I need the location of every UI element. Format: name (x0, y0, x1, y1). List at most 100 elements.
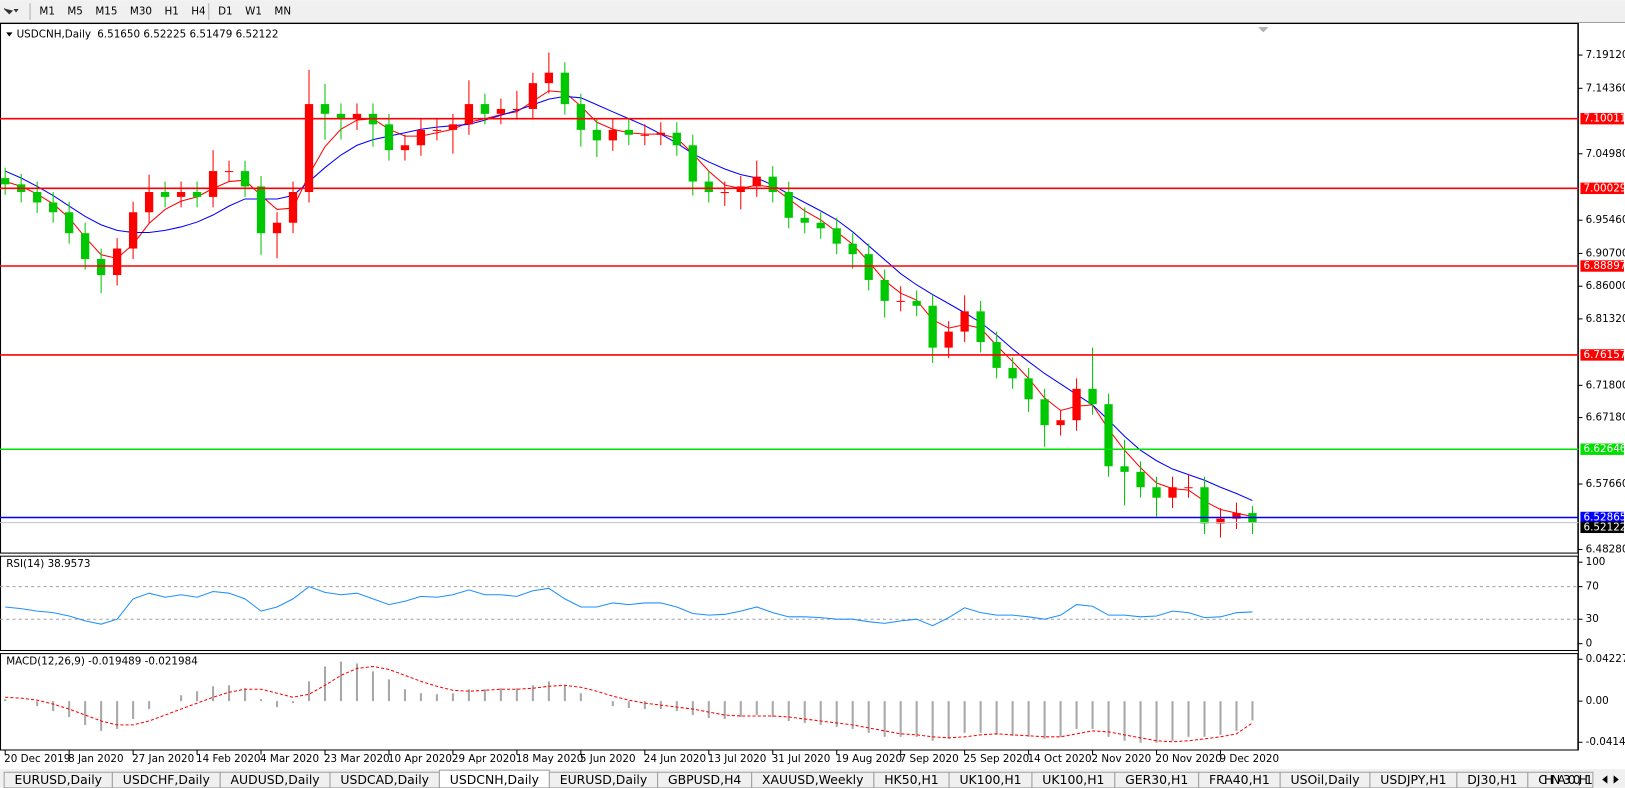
x-tick-label: 14 Feb 2020 (196, 753, 260, 765)
candle-body (192, 192, 202, 197)
candle-body (976, 311, 985, 343)
collapse-icon (6, 32, 13, 37)
candle-body (640, 134, 649, 136)
y-tick-label: 100 (1586, 556, 1606, 568)
x-tick-label: 20 Dec 2019 (4, 753, 70, 765)
y-tick-label: 6.57660 (1586, 478, 1625, 490)
timeframe-button[interactable]: H4 (191, 6, 206, 18)
candle-body (1216, 518, 1225, 524)
candle-body (1040, 399, 1049, 426)
y-tick-label: 7.04980 (1586, 148, 1625, 160)
tab-label[interactable]: USDJPY,H1 (1380, 772, 1446, 787)
level-label: 6.62646 (1584, 443, 1625, 455)
candle-body (288, 192, 298, 223)
candle-body (1104, 404, 1113, 467)
indicator-title: MACD(12,26,9) -0.019489 -0.021984 (6, 655, 198, 667)
timeframe-button[interactable]: W1 (245, 6, 262, 18)
candle-body (160, 192, 170, 197)
y-tick-label: 70 (1586, 581, 1599, 593)
candle-body (800, 217, 809, 223)
candle-body (1184, 487, 1193, 489)
x-tick-label: 25 Sep 2020 (964, 753, 1030, 765)
tab-scroll-arrows[interactable] (1602, 775, 1619, 784)
candle-body (1072, 388, 1081, 421)
candle-body (400, 145, 410, 151)
candle-body (624, 129, 633, 135)
candle-body (1232, 513, 1241, 519)
cursor-icon[interactable] (3, 8, 19, 15)
candle-body (928, 305, 937, 348)
tab-label[interactable]: DJ30,H1 (1467, 772, 1517, 787)
tab-label[interactable]: UK100,H1 (959, 772, 1021, 787)
timeframe-button[interactable]: M15 (95, 6, 117, 18)
candle-body (480, 104, 490, 114)
tab-label[interactable]: USOil,Daily (1291, 772, 1360, 787)
y-tick-label: 0 (1586, 638, 1593, 650)
timeframe-button[interactable]: MN (274, 6, 291, 18)
y-tick-label: 0.00 (1586, 695, 1609, 707)
tab-label[interactable]: HK50,H1 (884, 772, 939, 787)
x-tick-label: 9 Dec 2020 (1219, 753, 1279, 765)
candle-body (448, 124, 458, 130)
timeframe-button[interactable]: M1 (39, 6, 55, 18)
timeframe-button[interactable]: M30 (130, 6, 152, 18)
candle-body (432, 129, 442, 131)
candle-body (1024, 378, 1033, 400)
candle-body (560, 72, 570, 105)
candle-body (576, 104, 585, 130)
candle-body (240, 171, 250, 187)
tab-label[interactable]: AUDUSD,Daily (231, 772, 320, 787)
candle-body (352, 113, 362, 120)
tab-label[interactable]: FRA40,H1 (1209, 772, 1270, 787)
timeframe-button[interactable]: D1 (218, 6, 233, 18)
timeframe-button[interactable]: H1 (164, 6, 178, 18)
candle-body (912, 300, 921, 306)
x-tick-label: 23 Mar 2020 (324, 753, 390, 765)
tab-label[interactable]: GBPUSD,H4 (668, 772, 741, 787)
level-label-bg (1580, 511, 1624, 524)
candle-body (608, 129, 617, 141)
tab-label[interactable]: EURUSD,Daily (15, 772, 103, 787)
candle-body (304, 104, 314, 193)
tab-label[interactable]: USDCHF,Daily (123, 772, 210, 787)
level-label: 6.88897 (1584, 260, 1625, 272)
candle-body (512, 108, 522, 111)
candle-body (1200, 487, 1209, 524)
x-tick-label: 4 Mar 2020 (260, 753, 319, 765)
y-tick-label: 7.19120 (1586, 49, 1625, 61)
tab-label[interactable]: XAUUSD,Weekly (762, 772, 863, 787)
candle-body (496, 108, 506, 114)
tab-label[interactable]: USDCNH,Daily (450, 772, 539, 787)
candle-body (128, 212, 138, 249)
level-label-bg (1580, 182, 1624, 195)
y-tick-label: 0.042275 (1586, 653, 1625, 665)
tab-label[interactable]: EURUSD,Daily (560, 772, 648, 787)
candle-body (1120, 466, 1129, 472)
x-tick-label: 14 Oct 2020 (1028, 753, 1092, 765)
x-tick-label: 10 Apr 2020 (388, 753, 452, 765)
timeframe-button[interactable]: M5 (67, 6, 83, 18)
tab-label[interactable]: UK100,H1 (1042, 772, 1104, 787)
candle-body (65, 212, 74, 234)
level-label: 7.00029 (1584, 182, 1625, 194)
candle-body (784, 192, 793, 218)
y-tick-label: -0.04148 (1586, 736, 1625, 748)
candle-body (464, 104, 474, 125)
level-label: 7.10011 (1584, 113, 1625, 125)
candle-body (960, 311, 969, 332)
level-label-bg (1580, 443, 1624, 455)
tab-label[interactable]: CHINA300,H1 (1538, 772, 1593, 787)
x-tick-label: 29 Apr 2020 (452, 753, 516, 765)
x-tick-label: 2 Nov 2020 (1092, 753, 1152, 765)
x-tick-label: 19 Aug 2020 (836, 753, 902, 765)
tab-label[interactable]: USDCAD,Daily (340, 772, 429, 787)
candle-body (1168, 487, 1177, 498)
x-tick-label: 5 Jun 2020 (580, 753, 636, 765)
level-label-bg (1580, 349, 1624, 361)
candle-body (880, 279, 889, 301)
tab-label[interactable]: GER30,H1 (1125, 772, 1188, 787)
toolbar (0, 0, 1625, 23)
tab-scroll[interactable] (1593, 772, 1625, 787)
shift-marker (1258, 27, 1269, 33)
bid-label-bg (1580, 521, 1624, 534)
